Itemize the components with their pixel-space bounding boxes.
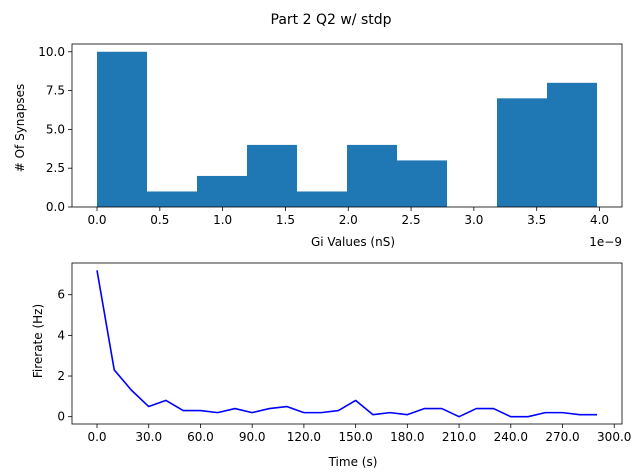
histogram-x-tick-label: 3.5 bbox=[527, 213, 546, 227]
histogram-y-ticks: 0.0 2.5 5.0 7.5 10.0 bbox=[38, 45, 72, 214]
line-axes-frame bbox=[71, 262, 623, 425]
line-y-ticks: 0 2 4 6 bbox=[57, 288, 72, 424]
histogram-bar bbox=[247, 144, 297, 207]
line-subplot: 0.0 30.0 60.0 90.0 120.0 150.0 180.0 210.0 240.0… bbox=[31, 262, 631, 469]
histogram-subplot: 0.0 0.5 1.0 1.5 2.0 2.5 3.0 3.5 4.0 0.0 2.5 5.0 7.5… bbox=[13, 43, 623, 249]
histogram-x-tick-label: 4.0 bbox=[590, 213, 609, 227]
line-x-ticks: 0.0 30.0 60.0 90.0 120.0 150.0 180.0 210.0 240.0… bbox=[87, 424, 631, 444]
histogram-y-tick-label: 5.0 bbox=[46, 122, 65, 136]
line-x-tick-label: 180.0 bbox=[390, 430, 424, 444]
line-x-tick-label: 60.0 bbox=[187, 430, 214, 444]
histogram-x-tick-label: 2.5 bbox=[402, 213, 421, 227]
line-y-tick-label: 4 bbox=[57, 328, 65, 342]
histogram-x-tick-label: 0.0 bbox=[87, 213, 106, 227]
histogram-x-tick-label: 1.5 bbox=[276, 213, 295, 227]
line-x-tick-label: 300.0 bbox=[597, 430, 631, 444]
line-y-axis-label: Firerate (Hz) bbox=[31, 304, 45, 378]
line-x-tick-label: 0.0 bbox=[87, 430, 106, 444]
line-x-tick-label: 90.0 bbox=[239, 430, 266, 444]
histogram-y-tick-label: 10.0 bbox=[38, 45, 65, 59]
line-y-tick-label: 2 bbox=[57, 369, 65, 383]
histogram-bars bbox=[97, 51, 597, 208]
line-x-tick-label: 30.0 bbox=[135, 430, 162, 444]
histogram-bar bbox=[97, 51, 147, 208]
histogram-x-axis-label: Gi Values (nS) bbox=[311, 235, 395, 249]
histogram-bar bbox=[297, 191, 347, 207]
firerate-series-line bbox=[96, 270, 597, 418]
histogram-y-axis-label: # Of Synapses bbox=[13, 84, 27, 173]
line-y-tick-label: 6 bbox=[57, 288, 65, 302]
figure-title: Part 2 Q2 w/ stdp bbox=[271, 12, 392, 28]
histogram-bar bbox=[497, 98, 547, 207]
histogram-y-tick-label: 0.0 bbox=[46, 200, 65, 214]
histogram-bar bbox=[197, 175, 247, 207]
histogram-y-tick-label: 7.5 bbox=[46, 84, 65, 98]
histogram-bar bbox=[397, 160, 447, 207]
histogram-x-tick-label: 0.5 bbox=[150, 213, 169, 227]
line-x-tick-label: 240.0 bbox=[494, 430, 528, 444]
line-x-tick-label: 150.0 bbox=[338, 430, 372, 444]
histogram-y-tick-label: 2.5 bbox=[46, 161, 65, 175]
histogram-bar bbox=[147, 191, 197, 207]
histogram-axes-frame bbox=[71, 43, 623, 208]
histogram-bar bbox=[547, 82, 597, 207]
histogram-x-tick-label: 3.0 bbox=[464, 213, 483, 227]
line-x-tick-label: 210.0 bbox=[442, 430, 476, 444]
line-x-tick-label: 120.0 bbox=[287, 430, 321, 444]
histogram-x-tick-label: 1.0 bbox=[213, 213, 232, 227]
histogram-x-offset-label: 1e−9 bbox=[589, 235, 622, 249]
histogram-x-ticks: 0.0 0.5 1.0 1.5 2.0 2.5 3.0 3.5 4.0 bbox=[87, 207, 609, 227]
line-x-tick-label: 270.0 bbox=[545, 430, 579, 444]
line-y-tick-label: 0 bbox=[57, 410, 65, 424]
histogram-bar bbox=[347, 144, 397, 207]
histogram-x-tick-label: 2.0 bbox=[339, 213, 358, 227]
line-x-axis-label: Time (s) bbox=[328, 455, 378, 469]
